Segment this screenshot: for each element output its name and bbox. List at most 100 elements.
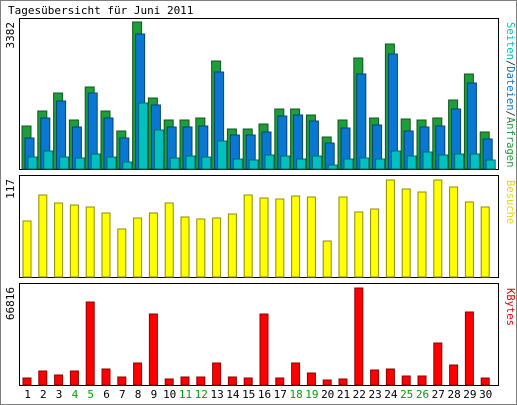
day-label: 23: [368, 388, 381, 401]
seiten-bar: [185, 155, 196, 170]
kbytes-bar: [164, 378, 174, 386]
seiten-bar: [359, 157, 370, 170]
kbytes-bar: [180, 376, 190, 386]
seiten-bar: [264, 154, 275, 170]
seiten-bar: [90, 153, 101, 170]
seiten-bar: [27, 156, 38, 170]
day-label: 17: [274, 388, 287, 401]
besuche-bar: [243, 194, 253, 278]
besuche-bar: [101, 212, 111, 278]
kbytes-bar: [38, 370, 48, 386]
day-label: 28: [447, 388, 460, 401]
day-label: 29: [463, 388, 476, 401]
seiten-bar: [106, 156, 117, 170]
day-label: 14: [226, 388, 240, 401]
besuche-bar: [370, 208, 380, 278]
day-label: 15: [242, 388, 255, 401]
seiten-bar: [138, 102, 149, 170]
hits-legend: Seiten/Dateien/Anfragen: [504, 22, 516, 167]
kbytes-bar: [464, 311, 474, 386]
besuche-bar: [69, 204, 79, 278]
kbytes-bar: [338, 378, 348, 386]
legend-entry: /: [504, 60, 516, 66]
day-label: 27: [432, 388, 445, 401]
day-label: 30: [479, 388, 492, 401]
kbytes-bar: [85, 301, 95, 386]
visits-y-max-label: 117: [4, 179, 17, 199]
kbytes-bar: [243, 377, 253, 386]
legend-entry: Anfragen: [504, 117, 516, 168]
kbytes-bar: [69, 370, 79, 386]
besuche-bar: [322, 240, 332, 278]
day-label: 19: [305, 388, 318, 401]
day-label: 22: [353, 388, 366, 401]
seiten-bar: [122, 161, 133, 170]
day-label: 9: [151, 388, 158, 401]
besuche-bar: [449, 186, 459, 278]
legend-entry: /: [504, 111, 516, 117]
kbytes-panel-frame: [19, 283, 499, 386]
day-label: 18: [289, 388, 302, 401]
besuche-bar: [133, 217, 143, 278]
x-axis-labels: 1 2 3 4 5 6 7 8 9 10 11 12 13 14 15 16 17 18 19 20 21 22 23 24 2…: [24, 388, 492, 401]
kbytes-bar: [22, 377, 32, 386]
besuche-bar: [54, 202, 64, 278]
legends-layer: Seiten/Dateien/Anfragen Besuche KBytes: [504, 22, 516, 326]
kbytes-bar: [133, 362, 143, 386]
seiten-bar: [438, 154, 449, 170]
legend-entry: Besuche: [504, 180, 516, 224]
besuche-bar: [117, 228, 127, 278]
besuche-bar: [291, 195, 301, 278]
legend-entry: Dateien: [504, 66, 516, 110]
seiten-bar: [201, 156, 212, 170]
svg-text:Seiten/Dateien/Anfragen: Seiten/Dateien/Anfragen: [504, 22, 516, 167]
kbytes-legend: KBytes: [504, 288, 516, 326]
besuche-bar: [22, 220, 32, 278]
seiten-bar: [375, 158, 386, 170]
besuche-bar: [401, 188, 411, 278]
seiten-bar: [390, 150, 401, 170]
day-label: 8: [135, 388, 142, 401]
chart-title: Tagesübersicht für Juni 2011: [8, 4, 193, 17]
kbytes-bar: [227, 376, 237, 386]
kbytes-y-max-label: 66816: [4, 287, 17, 320]
besuche-bar: [275, 198, 285, 278]
besuche-bar: [338, 196, 348, 278]
day-label: 5: [87, 388, 94, 401]
kbytes-bar: [148, 313, 158, 386]
besuche-bar: [85, 206, 95, 278]
kbytes-bar: [385, 368, 395, 386]
kbytes-bar: [401, 375, 411, 386]
day-label: 2: [40, 388, 47, 401]
svg-text:KBytes: KBytes: [504, 288, 516, 326]
day-label: 1: [24, 388, 31, 401]
day-label: 4: [72, 388, 79, 401]
besuche-bar: [180, 216, 190, 278]
seiten-bar: [311, 155, 322, 170]
seiten-bar: [248, 159, 259, 170]
seiten-bar: [454, 153, 465, 170]
besuche-bar: [433, 179, 443, 278]
besuche-bar: [227, 213, 237, 278]
kbytes-bar: [306, 372, 316, 386]
besuche-bar: [354, 211, 364, 278]
seiten-bar: [217, 140, 228, 170]
seiten-bar: [232, 158, 243, 170]
kbytes-bar: [54, 374, 64, 386]
kbytes-bar: [417, 375, 427, 386]
bars-layer: [21, 21, 496, 386]
legend-entry: KBytes: [504, 288, 516, 326]
kbytes-bar: [370, 369, 380, 386]
kbytes-bar: [291, 362, 301, 386]
day-label: 6: [103, 388, 110, 401]
kbytes-bar: [480, 377, 490, 386]
kbytes-bar: [101, 368, 111, 386]
day-label: 20: [321, 388, 334, 401]
besuche-bar: [164, 202, 174, 278]
seiten-bar: [485, 159, 496, 170]
day-label: 16: [258, 388, 271, 401]
hits-y-max-label: 3382: [4, 22, 17, 49]
day-label: 21: [337, 388, 350, 401]
svg-text:Besuche: Besuche: [504, 180, 516, 224]
